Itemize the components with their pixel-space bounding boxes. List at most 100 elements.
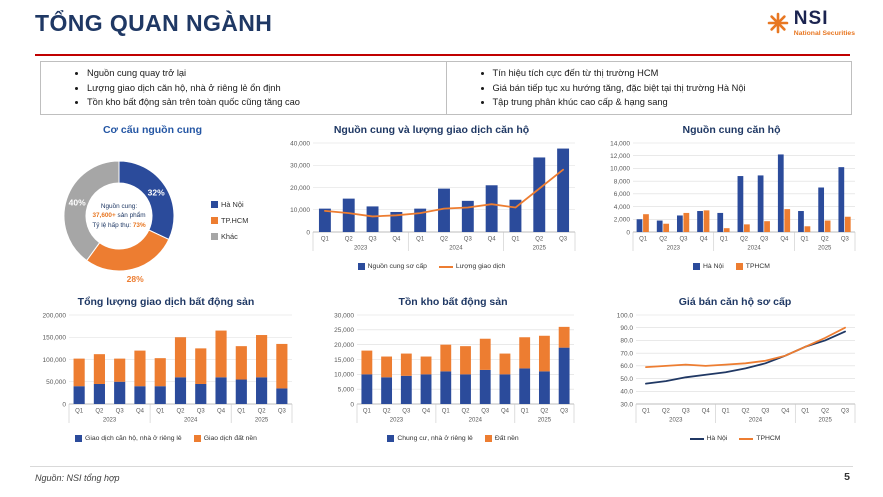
highlights-section: Nguồn cung quay trở lại Lượng giao dịch … (40, 61, 852, 116)
svg-text:10,000: 10,000 (334, 372, 354, 379)
bar (784, 209, 791, 232)
svg-text:Q3: Q3 (679, 237, 688, 243)
bar-segment (256, 377, 268, 404)
bar (703, 210, 710, 232)
supply-transactions-plot: 0 10,000 20,000 30,000 40,000 Q1 Q2 Q3 Q4 Q1 Q2 Q3 Q… (290, 140, 576, 252)
svg-text:2024: 2024 (749, 418, 763, 424)
bar-segment (420, 356, 432, 375)
bar-segment (276, 343, 288, 389)
bar-segment (73, 386, 85, 404)
legend-label: Giao dịch căn hộ, nhà ở riêng lẻ (85, 435, 182, 442)
svg-text:Q2: Q2 (461, 409, 470, 415)
chart-legend: Nguồn cung sơ cấp Lượng giao dịch (283, 263, 580, 270)
chart-inventory: Tồn kho bất động sản 0 5,000 10,000 15,000 2… (327, 296, 579, 442)
svg-text:2023: 2023 (103, 418, 117, 424)
svg-text:Q2: Q2 (659, 237, 668, 243)
bar-segment (93, 354, 105, 384)
legend-line-icon (739, 437, 754, 440)
highlight-item: Giá bán tiếp tục xu hướng tăng, đặc biệt… (493, 81, 844, 96)
bar (717, 212, 724, 232)
svg-text:Q3: Q3 (116, 409, 125, 415)
legend-label: TPHCM (756, 435, 781, 442)
bar (390, 211, 403, 232)
svg-text:0: 0 (350, 401, 354, 408)
bar-segment (361, 350, 373, 375)
footer-divider (30, 466, 853, 467)
svg-text:Q3: Q3 (464, 237, 473, 243)
highlights-right-list: Tín hiệu tích cực đến từ thị trường HCM … (455, 66, 844, 110)
svg-text:100.0: 100.0 (617, 312, 634, 319)
chart-title: Nguồn cung căn hộ (682, 124, 781, 136)
bar-segment (558, 347, 570, 404)
apartment-supply-plot: 0 2,000 4,000 6,000 8,000 10,000 12,000 14,000 Q… (610, 140, 856, 252)
donut-slice (63, 160, 120, 262)
bar-segment (195, 348, 207, 384)
donut-center-text: Nguồn cung: 37,600+ sản phẩm Tỷ lệ hấp t… (82, 202, 156, 230)
bar-segment (479, 369, 491, 404)
svg-text:2024: 2024 (184, 418, 198, 424)
svg-text:Q3: Q3 (682, 409, 691, 415)
bar-segment (361, 374, 373, 404)
bar-segment (73, 358, 85, 387)
legend-item: Lượng giao dịch (438, 263, 505, 270)
bar-segment (174, 377, 187, 404)
legend-swatch-icon (211, 201, 218, 208)
chart-supply-structure: Cơ cấu nguồn cung 32% 28% 40% Nguồn cung: … (35, 124, 270, 296)
bar-segment (460, 374, 471, 404)
legend-label: TPHCM (745, 263, 770, 270)
legend-swatch-icon (357, 263, 365, 270)
svg-text:Q2: Q2 (740, 237, 749, 243)
bars (318, 148, 570, 232)
svg-text:15,000: 15,000 (334, 357, 354, 364)
supply-total: 37,600+ sản phẩm (82, 211, 156, 220)
bar-segment (381, 356, 393, 378)
svg-text:5,000: 5,000 (338, 386, 355, 393)
bar (777, 154, 784, 232)
highlights-left-list: Nguồn cung quay trở lại Lượng giao dịch … (49, 66, 438, 110)
line-series (324, 168, 564, 218)
svg-text:Q3: Q3 (841, 409, 850, 415)
bar (838, 167, 845, 232)
bar (557, 148, 570, 232)
supply-total-suffix: sản phẩm (115, 212, 146, 220)
bar-segment (215, 330, 227, 378)
svg-text:Q2: Q2 (383, 409, 392, 415)
svg-text:30,000: 30,000 (334, 312, 354, 319)
supply-structure-donut: 32% 28% 40% (63, 160, 175, 284)
svg-text:20,000: 20,000 (334, 342, 354, 349)
legend-item: Đất nền (484, 435, 519, 442)
svg-text:Q1: Q1 (321, 237, 330, 243)
bar-segment (558, 326, 570, 348)
svg-text:Q1: Q1 (442, 409, 451, 415)
bar-segment (195, 383, 207, 404)
highlight-item: Tồn kho bất động sản trên toàn quốc cũng… (87, 95, 438, 110)
total-transactions-plot: 0 50,000 100,000 150,000 200,000 Q1 Q2 Q3 Q4 Q1 Q2… (43, 312, 293, 424)
svg-text:Q4: Q4 (501, 409, 510, 415)
legend-label: Hà Nội (221, 200, 244, 209)
bar (485, 185, 498, 232)
svg-text:6,000: 6,000 (614, 191, 631, 198)
bar (643, 214, 649, 232)
svg-text:50.0: 50.0 (620, 376, 633, 383)
svg-text:2024: 2024 (747, 246, 761, 252)
bar (824, 220, 831, 232)
legend-swatch-icon (211, 217, 218, 224)
svg-text:2024: 2024 (449, 246, 463, 252)
bar-segment (235, 379, 247, 404)
logo-subtext: National Securities (793, 30, 855, 37)
svg-text:Q2: Q2 (440, 237, 449, 243)
svg-text:40,000: 40,000 (290, 140, 310, 147)
chart-legend: Hà Nội TPHCM (610, 435, 860, 442)
highlight-item: Nguồn cung quay trở lại (87, 66, 438, 81)
bar-segment (519, 368, 531, 404)
svg-text:Q2: Q2 (95, 409, 104, 415)
svg-text:Q4: Q4 (136, 409, 145, 415)
bar-segment (154, 386, 166, 404)
svg-text:Q3: Q3 (559, 237, 568, 243)
legend-label: Giao dịch đất nền (203, 435, 257, 442)
bars (73, 330, 288, 404)
svg-text:Q3: Q3 (278, 409, 287, 415)
